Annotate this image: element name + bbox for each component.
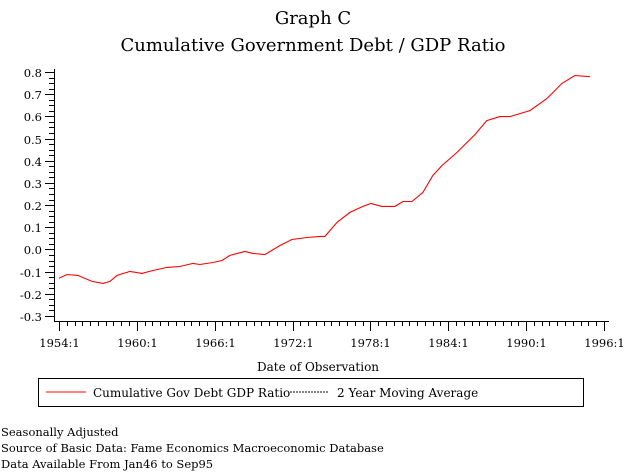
y-tick-label: -0.2	[20, 288, 42, 302]
x-axis-label: Date of Observation	[257, 360, 379, 374]
x-tick-label: 1966:1	[195, 336, 235, 350]
legend-label-series-1: Cumulative Gov Debt GDP Ratio	[93, 386, 290, 400]
note-source: Source of Basic Data: Fame Economics Mac…	[1, 441, 384, 455]
x-tick-label: 1984:1	[428, 336, 468, 350]
y-tick-label: 0.2	[24, 199, 42, 213]
y-tick-label: 0.0	[24, 243, 42, 257]
legend: Cumulative Gov Debt GDP Ratio 2 Year Mov…	[38, 378, 584, 407]
x-tick-label: 1960:1	[117, 336, 157, 350]
y-tick-label: -0.1	[20, 266, 42, 280]
y-tick-label: 0.8	[24, 66, 42, 80]
y-tick-label: 0.1	[24, 221, 42, 235]
y-tick-label: 0.7	[24, 88, 42, 102]
plot-area	[58, 74, 590, 284]
y-tick-label: 0.4	[24, 155, 42, 169]
x-tick-label: 1978:1	[350, 336, 390, 350]
x-tick-label: 1972:1	[273, 336, 313, 350]
legend-label-series-2: 2 Year Moving Average	[337, 386, 478, 400]
chart-subtitle: Cumulative Government Debt / GDP Ratio	[120, 35, 505, 56]
chart-title: Graph C	[275, 8, 351, 29]
note-seasonally-adjusted: Seasonally Adjusted	[1, 425, 119, 439]
y-tick-label: -0.3	[20, 310, 42, 324]
axes: 0.8 0.7 0.6 0.5 0.4 0.3 0.2 0.1 0.0 -0.1 -0.2 -0.3 1…	[20, 66, 625, 350]
x-tick-label: 1954:1	[39, 336, 79, 350]
y-tick-label: 0.6	[24, 110, 42, 124]
y-tick-label: 0.5	[24, 133, 42, 147]
y-tick-label: 0.3	[24, 177, 42, 191]
x-tick-label: 1996:1	[584, 336, 624, 350]
note-availability: Data Available From Jan46 to Sep95	[1, 457, 213, 471]
series-line-1	[58, 74, 590, 284]
x-tick-label: 1990:1	[506, 336, 546, 350]
legend-box	[38, 378, 584, 407]
